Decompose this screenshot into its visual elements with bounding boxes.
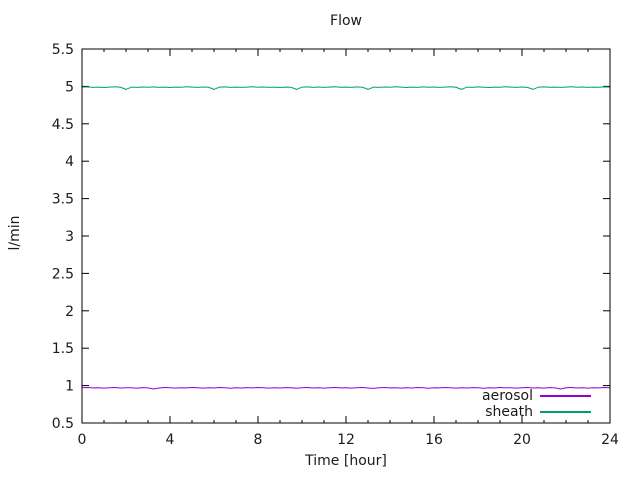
- y-tick-label: 3: [65, 229, 74, 245]
- y-tick-label: 5.5: [52, 42, 74, 58]
- legend-item-sheath: sheath: [482, 404, 591, 420]
- chart-title: Flow: [330, 13, 362, 29]
- x-tick-label: 0: [78, 432, 87, 448]
- legend-item-aerosol: aerosol: [482, 388, 591, 404]
- legend-label-aerosol: aerosol: [482, 388, 533, 404]
- x-axis-label: Time [hour]: [305, 453, 387, 469]
- legend-line-sample-sheath: [540, 411, 591, 413]
- y-tick-label: 2: [65, 304, 74, 320]
- plot-border: [81, 48, 611, 424]
- legend: aerosol sheath: [482, 388, 591, 420]
- x-tick-label: 8: [254, 432, 263, 448]
- legend-line-sample-aerosol: [540, 395, 591, 397]
- legend-label-sheath: sheath: [485, 404, 533, 420]
- x-tick-label: 16: [425, 432, 443, 448]
- y-tick-label: 4: [65, 154, 74, 170]
- x-tick-label: 20: [513, 432, 531, 448]
- x-tick-label: 4: [166, 432, 175, 448]
- series-line-sheath: [81, 86, 611, 90]
- x-tick-label: 24: [601, 432, 619, 448]
- series-line-aerosol: [81, 386, 611, 390]
- y-tick-label: 1.5: [52, 341, 74, 357]
- y-tick-label: 0.5: [52, 416, 74, 432]
- y-tick-label: 2.5: [52, 266, 74, 282]
- y-axis-label: l/min: [7, 215, 23, 251]
- y-tick-label: 3.5: [52, 192, 74, 208]
- y-tick-label: 4.5: [52, 117, 74, 133]
- x-tick-label: 12: [337, 432, 355, 448]
- y-tick-label: 1: [65, 379, 74, 395]
- y-tick-label: 5: [65, 79, 74, 95]
